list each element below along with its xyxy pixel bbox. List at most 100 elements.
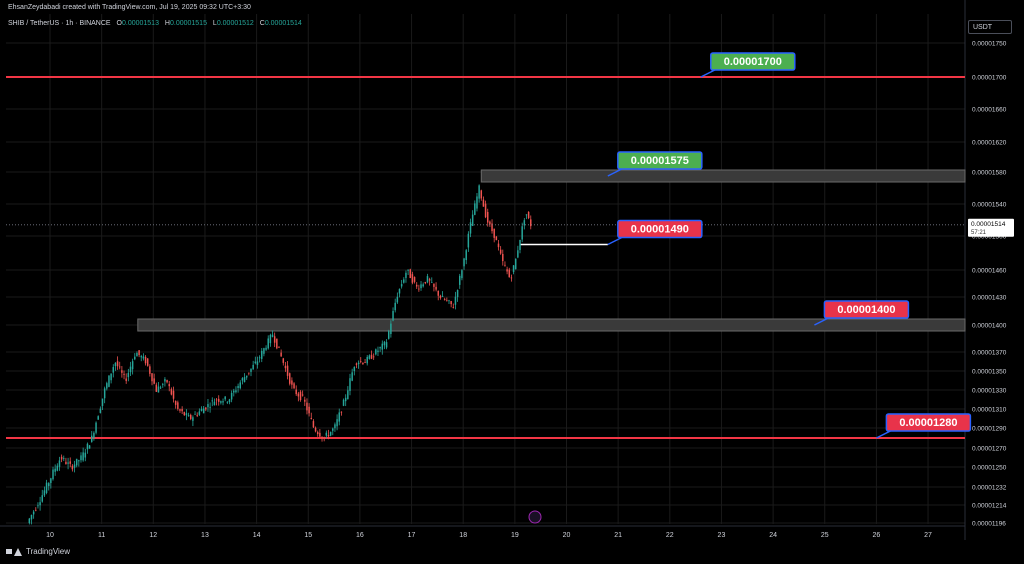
candle-body xyxy=(196,414,198,416)
candle-body xyxy=(424,281,427,284)
candle-body xyxy=(502,253,504,262)
y-tick-label: 0.00001460 xyxy=(972,268,1007,275)
candle-body xyxy=(101,398,104,406)
candle-body xyxy=(243,377,246,383)
candle-body xyxy=(56,465,59,471)
candle-body xyxy=(428,279,431,281)
y-tick-label: 0.00001270 xyxy=(972,446,1007,453)
candle-body xyxy=(108,375,110,387)
candle-body xyxy=(265,347,267,350)
candle-body xyxy=(316,432,319,435)
x-tick-label: 14 xyxy=(253,532,261,539)
candle-body xyxy=(314,427,317,432)
candle-body xyxy=(530,219,532,227)
candle-body xyxy=(185,413,188,416)
candle-body xyxy=(50,478,52,483)
candle-body xyxy=(467,233,470,248)
candle-body xyxy=(441,295,444,297)
candle-body xyxy=(112,367,115,373)
price-callout-label: 0.00001280 xyxy=(899,417,957,429)
symbol-info: SHIB / TetherUS · 1h · BINANCE O0.000015… xyxy=(8,20,302,27)
candle-body xyxy=(433,283,435,287)
candle-body xyxy=(67,462,69,464)
candle-body xyxy=(256,361,259,365)
candle-body xyxy=(304,399,306,402)
candle-body xyxy=(78,460,80,462)
candle-body xyxy=(261,350,263,359)
candle-body xyxy=(411,274,414,283)
x-tick-label: 13 xyxy=(201,532,209,539)
candle-body xyxy=(327,434,330,437)
candle-body xyxy=(368,355,371,359)
price-callout-box xyxy=(823,300,910,319)
candle-body xyxy=(282,358,285,363)
candle-body xyxy=(450,301,452,305)
candle-body xyxy=(398,288,401,294)
candle-body xyxy=(474,203,476,215)
candle-body xyxy=(233,390,235,393)
candle-body xyxy=(461,270,463,279)
candle-body xyxy=(349,378,351,391)
candle-body xyxy=(60,456,63,460)
candle-body xyxy=(523,220,526,226)
candle-body xyxy=(202,408,205,414)
price-callout-box xyxy=(617,219,703,239)
ohlc-low-key: L xyxy=(212,20,217,27)
candle-body xyxy=(519,239,521,250)
candle-body xyxy=(293,383,295,389)
candle-body xyxy=(355,363,358,365)
candle-body xyxy=(482,199,485,207)
candle-body xyxy=(138,350,140,356)
candle-body xyxy=(280,352,282,357)
candle-body xyxy=(486,211,489,223)
candle-body xyxy=(413,276,416,282)
candle-body xyxy=(248,372,250,374)
candle-body xyxy=(153,378,155,384)
candle-body xyxy=(93,432,95,439)
candle-body xyxy=(491,223,493,232)
candle-body xyxy=(73,464,76,468)
callout-pointer xyxy=(876,430,891,439)
candle-body xyxy=(452,307,455,308)
y-tick-label: 0.00001540 xyxy=(972,202,1007,209)
symbol-name[interactable]: SHIB / TetherUS · 1h · BINANCE xyxy=(8,20,111,27)
y-tick-label: 0.00001214 xyxy=(972,503,1007,510)
candle-body xyxy=(207,404,209,408)
candle-body xyxy=(71,465,74,470)
x-tick-label: 12 xyxy=(149,532,157,539)
candle-body xyxy=(125,378,127,381)
currency-badge[interactable]: USDT xyxy=(968,20,1012,34)
candle-body xyxy=(250,368,252,372)
candle-body xyxy=(142,356,145,359)
candle-body xyxy=(407,269,409,271)
y-tick-label: 0.00001370 xyxy=(972,350,1007,357)
candle-body xyxy=(394,302,396,311)
candle-body xyxy=(80,455,82,461)
x-tick-label: 26 xyxy=(873,532,881,539)
candle-body xyxy=(360,361,362,362)
candle-body xyxy=(166,380,168,383)
x-tick-label: 27 xyxy=(924,532,932,539)
candle-body xyxy=(319,432,321,437)
candle-body xyxy=(37,505,39,507)
candle-body xyxy=(301,394,304,396)
candle-body xyxy=(267,338,269,349)
candle-body xyxy=(344,397,347,402)
x-tick-label: 25 xyxy=(821,532,829,539)
candle-body xyxy=(131,361,134,370)
price-callout-box xyxy=(617,151,703,170)
candle-body xyxy=(372,356,375,358)
candle-body xyxy=(377,350,379,352)
chart-caption: EhsanZeydabadi created with TradingView.… xyxy=(8,4,251,11)
ohlc-open-value: 0.00001513 xyxy=(121,20,159,27)
candle-body xyxy=(136,353,138,357)
candle-body xyxy=(155,384,158,392)
candle-body xyxy=(269,334,272,344)
candle-body xyxy=(217,398,220,402)
candle-body xyxy=(471,214,474,226)
candle-body xyxy=(521,226,523,240)
ohlc-close-value: 0.00001514 xyxy=(264,20,302,27)
candle-body xyxy=(418,288,420,290)
candle-body xyxy=(334,424,336,429)
